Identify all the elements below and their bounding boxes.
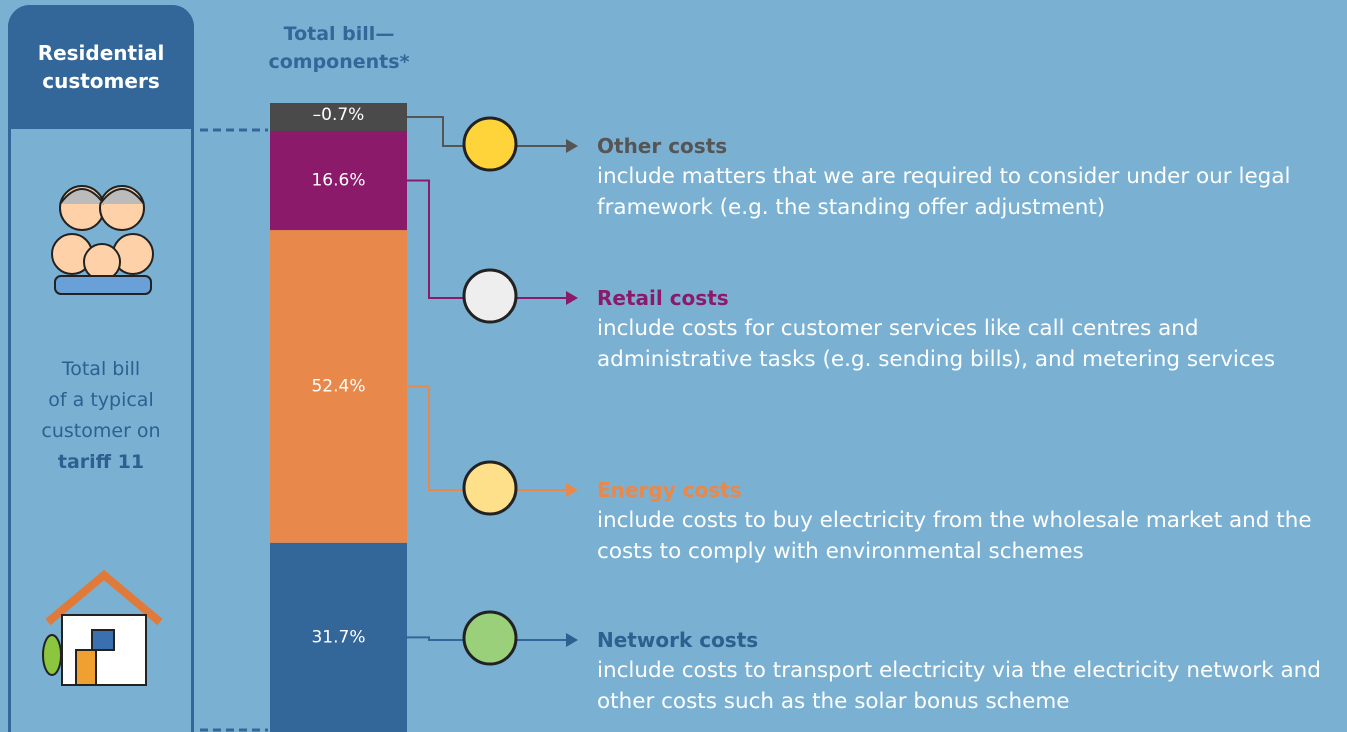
segment-label: –0.7% bbox=[313, 105, 365, 125]
desc-bold: tariff 11 bbox=[57, 451, 145, 473]
arrowhead bbox=[566, 139, 578, 153]
legend-description: include costs to buy electricity from th… bbox=[597, 508, 1312, 564]
legend-heading: Network costs bbox=[597, 628, 759, 652]
panel-description: Total bill of a typical customer on tari… bbox=[8, 354, 194, 478]
house-icon bbox=[42, 569, 163, 686]
bar-segment bbox=[270, 542, 407, 732]
label-box bbox=[270, 103, 407, 131]
bar-segment bbox=[270, 131, 407, 231]
legend-description: include matters that we are required to … bbox=[597, 164, 1291, 220]
legend-description: include costs for customer services like… bbox=[597, 316, 1276, 372]
icon bbox=[462, 268, 518, 324]
bar-segment bbox=[270, 126, 407, 131]
legend-heading: Energy costs bbox=[597, 478, 742, 502]
legend-heading: Other costs bbox=[597, 134, 728, 158]
legend-heading: Retail costs bbox=[597, 286, 729, 310]
chart-title: Total bill—components* bbox=[268, 23, 410, 73]
icon bbox=[462, 116, 518, 172]
arrowhead bbox=[566, 291, 578, 305]
legend-description: include costs to transport electricity v… bbox=[597, 658, 1321, 714]
bar-segment bbox=[270, 230, 407, 543]
desc-line: Total bill bbox=[61, 358, 141, 380]
icon bbox=[462, 460, 518, 516]
panel-title: Residential customers bbox=[8, 5, 194, 129]
segment-label: 52.4% bbox=[311, 376, 365, 396]
icon bbox=[462, 610, 518, 666]
segment-label: 16.6% bbox=[311, 171, 365, 191]
segment-label: 31.7% bbox=[311, 627, 365, 647]
family-icon bbox=[51, 185, 154, 295]
desc-line: of a typical bbox=[48, 389, 154, 411]
desc-line: customer on bbox=[41, 420, 161, 442]
arrowhead bbox=[566, 633, 578, 647]
arrowhead bbox=[566, 483, 578, 497]
